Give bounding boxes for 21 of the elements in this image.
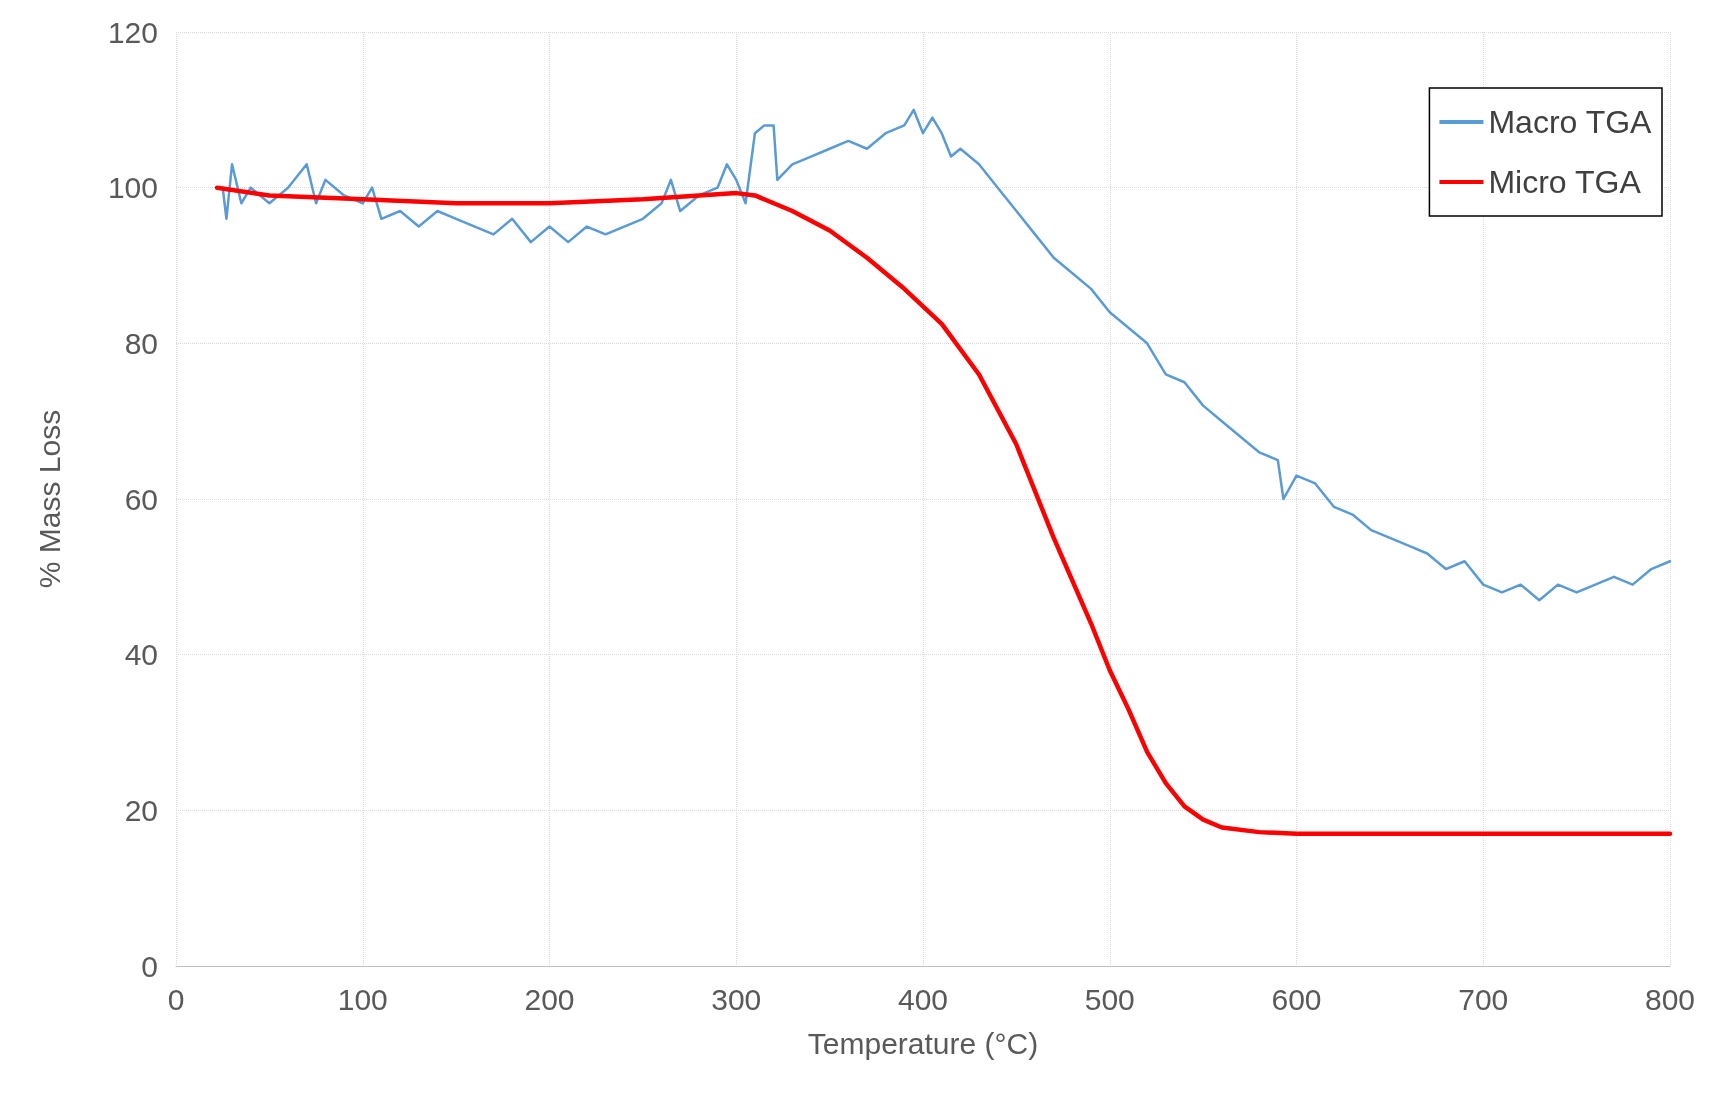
y-tick-label: 40 <box>124 638 158 672</box>
x-tick-label: 800 <box>1644 982 1696 1016</box>
x-tick-label: 500 <box>1084 982 1135 1016</box>
x-tick-label: 0 <box>167 982 185 1016</box>
x-tick-label: 200 <box>524 982 575 1016</box>
line-series <box>221 108 1672 602</box>
legend-label: Micro TGA <box>1488 164 1642 200</box>
y-tick-label: 120 <box>107 15 158 49</box>
x-tick-label: 300 <box>711 982 762 1016</box>
x-axis-title: Temperature (°C) <box>807 1026 1039 1060</box>
x-tick-label: 700 <box>1458 982 1509 1016</box>
y-tick-label: 80 <box>124 326 158 360</box>
y-axis-title: % Mass Loss <box>32 409 66 589</box>
y-tick-label: 100 <box>107 171 158 205</box>
legend-label: Macro TGA <box>1488 104 1653 140</box>
x-tick-label: 600 <box>1271 982 1322 1016</box>
x-tick-label: 400 <box>897 982 949 1016</box>
y-tick-label: 20 <box>124 793 158 827</box>
y-tick-label: 60 <box>124 482 158 516</box>
x-tick-label: 100 <box>337 982 388 1016</box>
y-tick-label: 0 <box>141 949 158 983</box>
